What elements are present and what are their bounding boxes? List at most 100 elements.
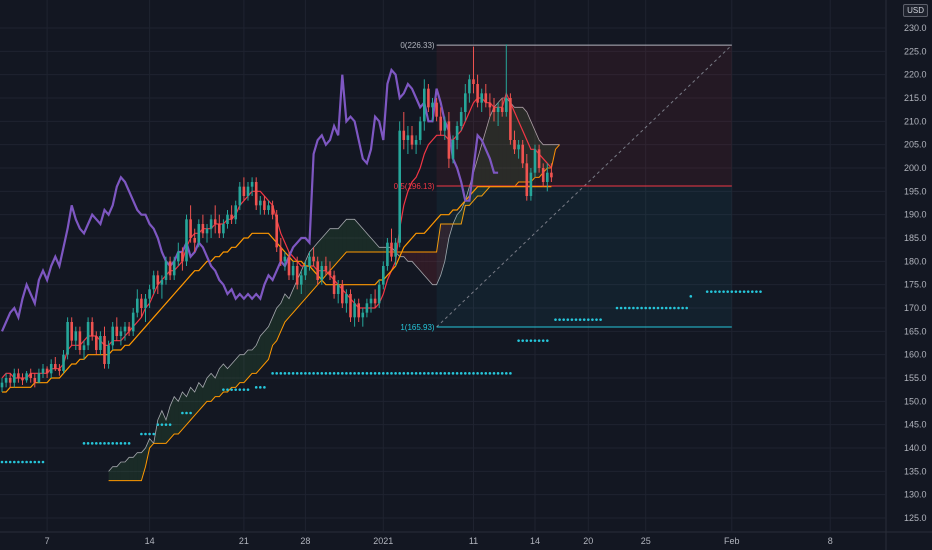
support-dot [332,372,336,375]
support-dot [746,290,750,293]
support-dot [435,372,438,375]
support-dot [103,442,106,445]
price-tick-label: 215.0 [904,93,927,103]
candle-body [209,219,213,229]
support-dot [496,372,500,375]
support-dot [312,372,315,375]
time-tick-label: 14 [530,536,540,546]
support-dot [599,318,602,321]
support-dot [254,386,258,389]
candle-body [496,107,500,112]
cloud-segment [366,233,371,252]
cloud-segment [424,252,429,280]
support-dot [222,388,225,391]
support-dot [123,442,127,445]
candle-body [341,284,344,304]
support-dot [615,306,619,310]
support-dot [345,372,348,375]
price-tick-label: 210.0 [904,116,927,126]
candle-body [300,275,303,285]
candle-body [369,298,373,304]
cloud-segment [137,452,142,481]
support-dot [644,306,647,310]
support-dot [271,372,274,375]
cloud-segment [235,354,240,388]
cloud-segment [207,373,212,402]
support-dot [533,339,537,342]
cloud-segment [293,280,298,313]
cloud-segment [186,387,191,425]
candle-body [29,373,32,378]
candle-body [250,182,254,187]
support-dot [238,388,242,391]
support-dot [246,388,250,391]
time-tick-label: 21 [239,536,249,546]
candle-body [193,238,196,243]
candle-body [443,121,447,131]
cloud-segment [120,462,125,481]
candle-body [324,266,328,271]
support-dot [423,372,426,375]
price-tick-label: 175.0 [904,280,927,290]
candle-body [521,144,524,164]
candle-body [345,294,348,304]
cloud-segment [227,364,232,392]
price-tick-label: 170.0 [904,303,927,313]
candle-body [164,261,168,280]
support-dot [295,372,299,375]
support-dot [705,290,709,293]
support-dot [242,388,246,391]
support-dot [734,290,738,293]
support-dot [25,460,28,464]
candle-body [238,186,242,206]
candle-body [279,247,283,262]
support-dot [623,306,627,310]
candle-body [136,298,139,313]
price-tick-label: 200.0 [904,163,927,173]
support-dot [574,318,578,321]
candle-body [320,266,324,280]
candle-body [365,303,369,313]
support-dot [394,372,397,375]
candle-body [349,294,352,318]
cloud-segment [178,392,183,434]
support-dot [365,372,369,375]
candle-body [439,116,442,131]
candle-body [13,373,16,383]
price-tick-label: 140.0 [904,443,927,453]
candle-body [263,200,266,210]
candle-body [468,79,471,94]
candle-body [181,252,184,262]
cloud-segment [280,294,285,332]
support-dot [488,372,492,375]
candle-body [123,326,127,332]
cloud-segment [125,457,130,481]
candle-body [484,93,488,103]
currency-label[interactable]: USD [903,4,928,17]
price-tick-label: 205.0 [904,140,927,150]
candle-body [119,331,123,336]
candle-body [25,373,28,381]
price-tick-label: 125.0 [904,513,927,523]
support-dot [320,372,324,375]
support-dot [398,372,402,375]
lagging-span [0,67,499,332]
candle-body [185,219,188,262]
candle-body [58,368,61,371]
support-dot [677,306,680,310]
support-dot [685,306,688,310]
support-dot [664,306,668,310]
cloud-segment [194,382,199,416]
time-tick-label: 14 [145,536,155,546]
cloud-segment [477,144,482,196]
support-dot [480,372,484,375]
cloud-segment [284,294,289,322]
support-dot [160,423,164,426]
candle-body [140,298,143,308]
support-dot [529,339,533,342]
support-dot [525,339,529,342]
cloud-segment [157,410,162,444]
support-dot [291,372,295,375]
candle-body [222,224,225,234]
